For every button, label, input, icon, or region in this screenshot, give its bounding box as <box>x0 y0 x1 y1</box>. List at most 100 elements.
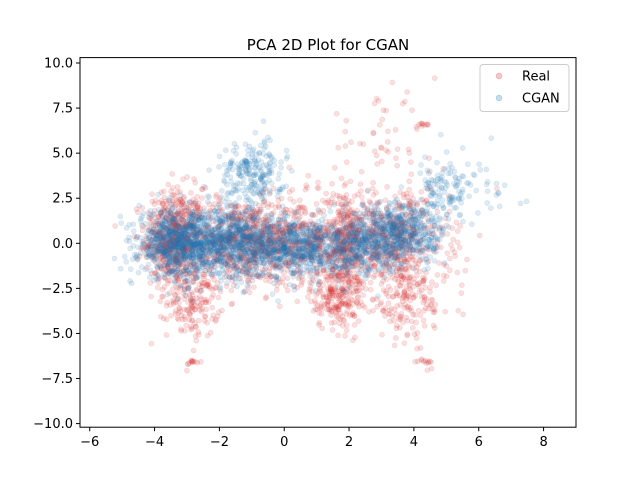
data-point <box>173 220 180 227</box>
data-point <box>219 251 225 258</box>
data-point <box>163 268 170 275</box>
data-point <box>180 232 187 239</box>
data-point <box>358 194 365 201</box>
data-point <box>253 257 260 263</box>
data-point <box>342 180 349 187</box>
data-point <box>200 233 207 240</box>
data-point <box>423 360 430 367</box>
data-point <box>387 318 393 325</box>
data-point <box>394 146 401 153</box>
data-point <box>154 221 161 227</box>
data-point <box>226 221 233 228</box>
data-point <box>169 238 175 244</box>
data-point <box>136 202 143 209</box>
data-point <box>179 198 185 205</box>
data-point <box>425 121 431 127</box>
data-point <box>210 291 217 298</box>
data-point <box>159 286 166 293</box>
data-point <box>170 219 177 225</box>
data-point <box>400 292 407 299</box>
data-point <box>278 159 284 165</box>
data-point <box>267 189 273 196</box>
data-point <box>164 263 171 270</box>
data-point <box>166 247 173 254</box>
data-point <box>414 329 421 336</box>
data-point <box>211 253 218 260</box>
data-point <box>160 234 167 241</box>
data-point <box>392 334 399 341</box>
data-point <box>418 188 425 195</box>
data-point <box>149 238 156 245</box>
data-point <box>232 236 239 243</box>
data-point <box>266 177 273 184</box>
data-point <box>147 251 153 258</box>
data-point <box>401 98 408 105</box>
data-point <box>175 202 182 209</box>
data-point <box>305 172 312 179</box>
data-point <box>444 250 451 257</box>
data-point <box>181 275 187 281</box>
data-point <box>186 252 193 259</box>
data-point <box>153 247 160 254</box>
data-point <box>376 121 383 128</box>
data-point <box>234 283 240 290</box>
data-point <box>174 233 180 240</box>
data-point <box>408 191 414 198</box>
data-point <box>165 261 172 267</box>
data-point <box>175 265 182 272</box>
data-point <box>374 303 381 310</box>
data-point <box>464 256 470 263</box>
data-point <box>188 222 195 229</box>
data-point <box>186 310 193 317</box>
data-point <box>191 264 198 270</box>
data-point <box>268 201 275 208</box>
data-point <box>186 283 192 290</box>
data-point <box>175 243 181 250</box>
data-point <box>310 307 317 314</box>
data-point <box>268 170 275 176</box>
data-point <box>357 140 363 147</box>
data-point <box>370 274 377 281</box>
data-point <box>213 316 219 323</box>
data-point <box>179 268 186 275</box>
data-point <box>148 246 155 252</box>
data-point <box>177 259 183 266</box>
data-point <box>152 222 159 229</box>
data-point <box>154 264 161 271</box>
data-point <box>442 308 449 315</box>
data-point <box>171 215 178 222</box>
data-point <box>165 265 172 272</box>
data-point <box>322 273 329 279</box>
data-point <box>320 293 327 300</box>
data-point <box>454 239 461 246</box>
data-point <box>181 234 188 241</box>
data-point <box>216 153 223 160</box>
data-point <box>318 300 325 306</box>
data-point <box>180 195 187 202</box>
data-point <box>145 261 152 268</box>
data-point <box>162 214 169 221</box>
data-point <box>117 265 124 272</box>
data-point <box>178 201 185 208</box>
data-point <box>169 192 175 199</box>
data-point <box>185 206 192 213</box>
data-point <box>159 230 166 237</box>
data-point <box>179 216 186 223</box>
data-point <box>155 246 162 253</box>
data-point <box>346 301 353 307</box>
data-point <box>169 204 176 211</box>
data-point <box>339 298 346 305</box>
data-point <box>428 279 435 285</box>
data-point <box>180 217 187 224</box>
data-point <box>170 268 177 274</box>
data-point <box>324 199 331 206</box>
data-point <box>303 182 309 189</box>
data-point <box>160 230 167 237</box>
data-point <box>294 298 301 305</box>
data-point <box>176 260 183 267</box>
data-point <box>203 282 210 289</box>
data-point <box>238 279 245 285</box>
data-point <box>149 256 156 263</box>
data-point <box>177 216 184 222</box>
data-point <box>237 271 244 277</box>
